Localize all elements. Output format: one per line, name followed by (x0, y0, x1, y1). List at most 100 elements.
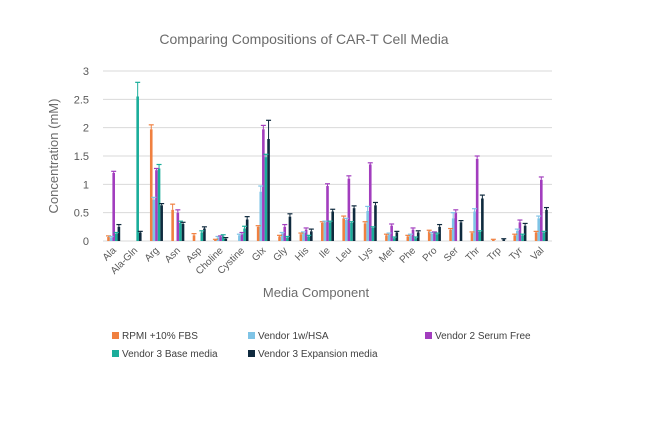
bar (157, 168, 161, 241)
bar (323, 222, 327, 241)
bar (214, 239, 217, 241)
bar (433, 233, 436, 241)
x-tick-label: Ile (317, 245, 333, 261)
bar (385, 235, 388, 241)
bar (280, 233, 284, 241)
bar (449, 229, 452, 241)
bar (371, 227, 375, 241)
y-tick-label: 0 (83, 236, 89, 248)
bar (288, 216, 292, 241)
bar (179, 222, 182, 241)
bar (470, 233, 474, 241)
bar (155, 170, 158, 241)
y-tick-label: 0.5 (74, 208, 89, 220)
bar (414, 238, 417, 241)
bar (192, 235, 196, 241)
x-tick-label: Glx (250, 245, 268, 263)
bar (200, 232, 204, 241)
bar (350, 222, 353, 241)
legend-label: Vendor 3 Expansion media (258, 349, 378, 360)
y-tick-label: 2.5 (74, 94, 89, 106)
bar (459, 222, 463, 241)
bar (540, 179, 543, 241)
bar (521, 235, 524, 241)
legend-label: Vendor 1w/HSA (258, 331, 329, 342)
bar (523, 225, 527, 241)
bar (406, 236, 410, 241)
bar (534, 232, 538, 241)
legend-swatch (425, 332, 432, 339)
x-tick-label: Tyr (507, 245, 525, 263)
bar (203, 228, 206, 241)
bar (278, 236, 281, 241)
bar (427, 231, 431, 241)
x-tick-label: Lys (357, 245, 376, 264)
bar (310, 231, 313, 241)
bar (114, 233, 118, 241)
bar (240, 234, 244, 241)
bar (304, 229, 308, 241)
y-tick-label: 1 (83, 179, 89, 191)
bar (160, 205, 163, 241)
bar (283, 226, 287, 241)
bar (262, 129, 265, 241)
x-tick-label: Ser (442, 245, 461, 264)
bar (352, 208, 356, 241)
bar (537, 218, 541, 241)
bar (342, 218, 345, 241)
x-axis-label: Media Component (263, 285, 370, 300)
bar (219, 237, 222, 241)
bar (136, 96, 139, 241)
bar (109, 237, 113, 241)
bar (473, 211, 476, 241)
legend-swatch (112, 332, 119, 339)
bar (267, 139, 270, 241)
legend-item: Vendor 3 Base media (112, 349, 218, 360)
bar (326, 186, 329, 241)
bar (435, 234, 439, 241)
bar (392, 238, 396, 241)
legend-item: Vendor 2 Serum Free (425, 331, 531, 342)
bar (390, 225, 393, 241)
bar (328, 222, 332, 241)
bar (117, 226, 121, 241)
bar (176, 212, 180, 241)
bar (478, 231, 482, 241)
bar (216, 237, 220, 241)
y-tick-label: 1.5 (74, 151, 89, 163)
x-tick-label: Trp (486, 245, 504, 263)
legend-label: Vendor 3 Base media (122, 349, 218, 360)
bar (221, 236, 225, 241)
legend-item: Vendor 1w/HSA (248, 331, 329, 342)
legend-swatch (112, 350, 119, 357)
x-tick-label: Gly (271, 245, 289, 263)
bar (409, 235, 412, 241)
bar (481, 198, 484, 241)
bars (107, 96, 548, 241)
legend-swatch (248, 350, 255, 357)
bar (438, 226, 441, 241)
bar (171, 209, 174, 241)
x-tick-label: Asn (163, 245, 183, 265)
bar (138, 232, 142, 241)
bar (152, 199, 156, 241)
bar (374, 205, 377, 241)
bar (366, 210, 369, 241)
bar (243, 228, 246, 241)
bar (387, 234, 391, 241)
legend: RPMI +10% FBS Vendor 1w/HSA Vendor 2 Serum… (112, 331, 531, 360)
x-tick-label: Thr (464, 245, 483, 264)
bar (307, 236, 311, 241)
bar (545, 209, 548, 241)
bar (181, 224, 185, 241)
bar (542, 232, 546, 241)
legend-label: RPMI +10% FBS (122, 331, 198, 342)
bar (502, 239, 506, 241)
legend-item: RPMI +10% FBS (112, 331, 198, 342)
bar (518, 222, 522, 241)
bar (516, 230, 519, 241)
bar (299, 234, 303, 241)
bar (286, 237, 289, 241)
bar (107, 237, 110, 241)
